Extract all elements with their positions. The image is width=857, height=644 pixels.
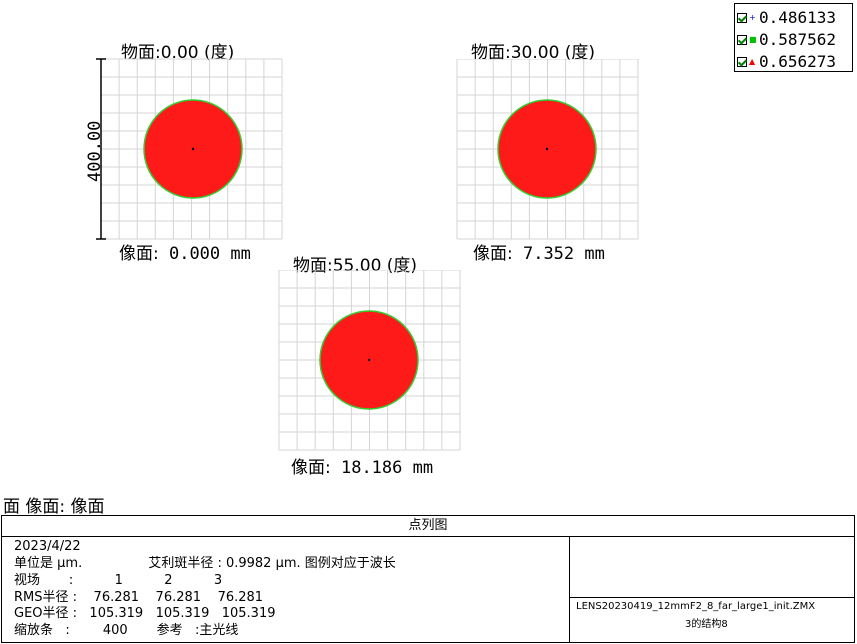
checkbox-checked-icon[interactable] — [737, 12, 747, 23]
triangle-marker-icon: ▲ — [749, 56, 756, 66]
chief-ray-dot-3 — [367, 358, 371, 362]
grid-3 — [278, 270, 461, 451]
chief-ray-dot-2 — [545, 147, 549, 151]
checkbox-checked-icon[interactable] — [737, 34, 747, 45]
field-title-1: 物面:0.00 (度) — [121, 43, 235, 63]
info-panel: 点列图 2023/4/22 单位是 µm. 艾利斑半径 : 0.9982 µm.… — [1, 515, 855, 643]
spot-diagram-2 — [456, 59, 639, 240]
image-height-label-3: 像面: 18.186 mm — [291, 458, 434, 478]
chief-ray-dot-1 — [191, 147, 195, 151]
legend-wavelength-1: 0.486133 — [759, 8, 837, 27]
info-right-separator — [570, 597, 855, 598]
image-height-label-1: 像面: 0.000 mm — [119, 244, 251, 264]
field-title-2: 物面:30.00 (度) — [471, 43, 596, 63]
info-title: 点列图 — [2, 516, 854, 537]
legend-wavelength-3: 0.656273 — [759, 52, 837, 71]
field-title-3: 物面:55.00 (度) — [293, 256, 418, 276]
plus-marker-icon: + — [749, 12, 756, 22]
configuration-label: 3的结构8 — [685, 619, 728, 630]
scale-bar: 400.00 — [86, 58, 106, 240]
checkbox-checked-icon[interactable] — [737, 56, 747, 67]
info-divider — [569, 536, 570, 643]
image-height-label-2: 像面: 7.352 mm — [473, 244, 605, 264]
info-field: 视场 : 1 2 3 — [14, 573, 223, 588]
info-units: 单位是 µm. 艾利斑半径 : 0.9982 µm. 图例对应于波长 — [14, 556, 396, 571]
lens-file-name: LENS20230419_12mmF2_8_far_large1_init.ZM… — [576, 601, 816, 612]
info-geo: GEO半径 : 105.319 105.319 105.319 — [14, 606, 276, 621]
wavelength-legend: + 0.486133 ■ 0.587562 ▲ 0.656273 — [734, 3, 853, 72]
square-marker-icon: ■ — [749, 34, 757, 44]
scale-bar-label: 400.00 — [86, 121, 105, 182]
surface-label: 面 像面: 像面 — [3, 497, 105, 517]
legend-item-3[interactable]: ▲ 0.656273 — [737, 51, 836, 72]
info-scale: 缩放条 : 400 参考 :主光线 — [14, 623, 239, 638]
spot-diagram-1: 400.00 — [86, 58, 283, 240]
info-date: 2023/4/22 — [14, 539, 81, 554]
legend-item-2[interactable]: ■ 0.587562 — [737, 29, 836, 50]
legend-item-1[interactable]: + 0.486133 — [737, 7, 836, 28]
spot-diagram-3 — [278, 270, 461, 451]
legend-wavelength-2: 0.587562 — [759, 30, 837, 49]
info-rms: RMS半径 : 76.281 76.281 76.281 — [14, 590, 264, 605]
